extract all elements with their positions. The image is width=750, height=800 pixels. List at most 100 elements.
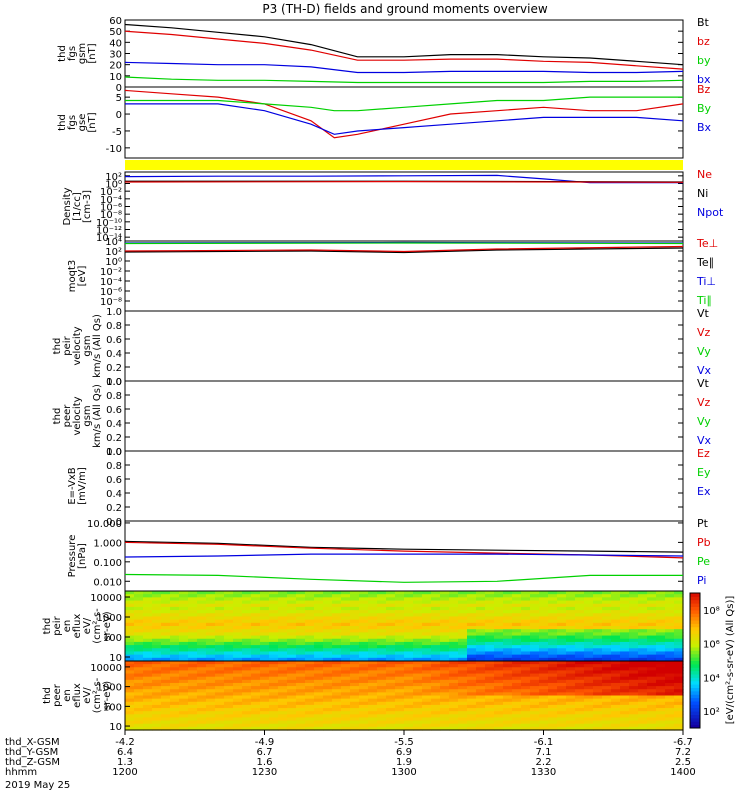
colorbar-step [690,667,700,672]
s2-ylabel: eflux [72,683,83,708]
x-tick-label: -4.9 [255,737,275,748]
colorbar-step [690,603,700,608]
colorbar-step [690,616,700,621]
p6-ytick-label: 1.0 [106,377,122,388]
x-tick-label: 1400 [670,767,695,778]
p4-series-Te∥ [124,247,684,254]
p8-ytick-label: 0.010 [93,577,122,588]
p7-legend-Ex: Ex [697,485,711,498]
x-tick-label: 1300 [391,767,416,778]
colorbar-step [690,623,700,628]
s1-ylabel: thd [42,618,53,635]
colorbar-step [690,677,700,682]
p5-ytick-label: 0.8 [106,321,122,332]
p5-ytick-label: 0.2 [106,363,122,374]
colorbar-step [690,606,700,611]
colorbar-step [690,643,700,648]
s1-ytick-label: 10 [109,653,122,664]
x-axis-row-label: thd_X-GSM [5,737,60,748]
colorbar-step [690,701,700,705]
s1-ylabel: en [62,620,73,633]
spectrogram-s2: 10000 1000 100 10 thd peer en eflux eV/(cm²-s-sr… [42,660,684,733]
s1-ytick-label: 100 [103,633,122,644]
p5-frame [124,310,684,382]
colorbar-step [690,694,700,699]
colorbar-step [690,657,700,662]
p3-legend-Ne: Ne [697,168,712,181]
colorbar-step [690,680,700,685]
s1-ytick-label: 1000 [97,613,122,624]
p4-series-Ti∥ [124,242,684,245]
colorbar: 10⁸ 10⁶ 10⁴ 10² [eV/(cm²-s-sr-eV) (All Qs)] [689,592,736,729]
p1-ytick-label: 30 [109,50,122,61]
p3-ytick-label: 10² [105,172,122,183]
p2-ylabel: fgs [67,115,78,130]
spectrogram-s1: 10000 1000 100 10 thd peir en eflux eV/(cm²-s-sr… [42,590,684,664]
p2-legend-By: By [697,102,712,115]
x-axis: -4.26.41.31200-4.96.71.61230-5.56.91.913… [5,730,696,791]
colorbar-tick-label: 10² [703,707,720,718]
p3-ytick-label: 10⁻² [100,187,122,198]
p7-ylabel: [mV/m] [77,467,88,505]
x-tick-label: 2.5 [675,757,691,768]
x-tick-label: -4.2 [115,737,135,748]
p6-ytick-label: 0.0 [106,447,122,458]
p2-legend-Bz: Bz [697,83,711,96]
p8-ytick-label: 0.100 [93,558,122,569]
p3-ytick-label: 10⁰ [105,180,122,191]
p7-legend-Ez: Ez [697,447,710,460]
p8-ytick-label: 10.000 [87,519,122,530]
colorbar-step [690,620,700,624]
s2-ytick-label: 100 [103,702,122,713]
p8-ylabel: [nPa] [77,543,88,569]
colorbar-step [690,596,700,601]
p1-ylabel: fgs [67,46,78,61]
p3-ytick-label: 10⁻¹² [96,226,122,237]
p5-legend-Vx: Vx [697,364,712,377]
x-axis-date: 2019 May 25 [5,780,70,791]
p5-legend-Vz: Vz [697,326,711,339]
p7-ytick-label: 0.6 [106,475,122,486]
p7-ytick-label: 0.2 [106,503,122,514]
p5-ylabel: km/s (All Qs) [92,314,103,378]
p6-legend-Vz: Vz [697,396,711,409]
colorbar-step [690,721,700,726]
p4-ytick-label: 10⁴ [105,237,122,248]
p1-ylabel: thd [57,45,68,62]
p2-ylabel: thd [57,114,68,131]
colorbar-step [690,650,700,655]
colorbar-step [690,593,700,597]
p4-legend-Ti∥: Ti∥ [696,294,712,307]
x-tick-label: 6.9 [396,747,412,758]
s1-ylabel: eflux [72,614,83,639]
p1-ytick-label: 0 [116,83,122,94]
p1-ytick-label: 60 [109,16,122,27]
p3-ytick-label: 10⁻⁴ [100,195,122,206]
x-tick-label: -6.7 [673,737,693,748]
p1-series-bx [124,61,684,74]
s2-image [125,661,684,731]
p3-ytick-label: 10⁻¹⁴ [96,233,122,244]
colorbar-step [690,697,700,702]
p3-legend-Npot: Npot [697,206,724,219]
p6-legend-Vt: Vt [697,377,710,390]
p2-series-By [125,96,683,112]
p6-ylabel: peer [62,404,73,428]
p1-ytick-label: 20 [109,61,122,72]
x-tick-label: -6.1 [534,737,554,748]
p4-legend-Te∥: Te∥ [696,256,714,269]
p2-ytick-label: 5 [116,93,122,104]
colorbar-step [690,684,700,689]
p6-ytick-label: 0.6 [106,405,122,416]
s1-ylabel: eV/ [82,617,93,634]
p2-ytick-label: 0 [116,110,122,121]
p2-ylabel: gse [77,114,88,132]
s2-ylabel: (cm²-s- [92,677,103,713]
colorbar-step [690,633,700,638]
x-axis-row-label: thd_Z-GSM [5,757,60,768]
colorbar-step [690,711,700,716]
